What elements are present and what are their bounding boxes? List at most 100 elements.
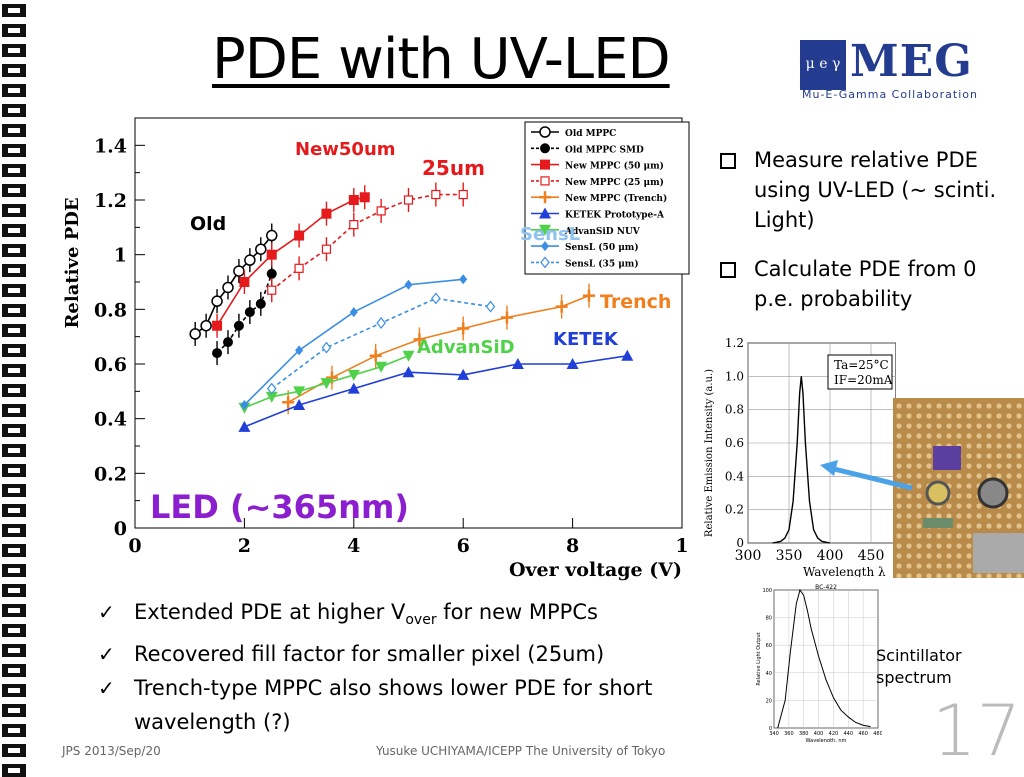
board-pad	[986, 423, 992, 429]
board-pad	[956, 423, 962, 429]
board-pad	[976, 513, 982, 519]
board-pad	[916, 493, 922, 499]
board-pad	[906, 463, 912, 469]
board-pad	[966, 443, 972, 449]
data-point	[266, 249, 277, 260]
board-pad	[966, 413, 972, 419]
data-point	[347, 382, 360, 394]
board-pad	[916, 473, 922, 479]
data-point	[189, 328, 201, 340]
annotation-ketek: KETEK	[553, 329, 619, 350]
board-pad	[1006, 483, 1012, 489]
board-pad	[1006, 413, 1012, 419]
legend-swatch-marker	[540, 159, 550, 170]
board-pad	[916, 513, 922, 519]
board-pad	[896, 523, 902, 529]
board-pad	[906, 493, 912, 499]
legend: Old MPPC Old MPPC SMD New MPPC (50 μm) New …	[524, 121, 690, 275]
board-pad	[916, 413, 922, 419]
film-hole	[2, 644, 26, 657]
board-pad	[1006, 403, 1012, 409]
film-hole	[2, 584, 26, 597]
data-point	[402, 350, 415, 362]
data-point	[320, 378, 333, 390]
data-point	[457, 322, 470, 335]
board-pad	[996, 573, 1002, 578]
board-pad	[976, 453, 982, 459]
data-point	[459, 274, 468, 285]
board-pad	[906, 513, 912, 519]
film-hole	[2, 364, 26, 377]
board-pad	[976, 463, 982, 469]
board-pad	[1016, 403, 1022, 409]
data-point	[266, 229, 278, 242]
board-pad	[906, 573, 912, 578]
legend-swatch-marker	[540, 176, 550, 186]
board-pad	[986, 443, 992, 449]
board-pad	[966, 513, 972, 519]
data-point	[211, 295, 223, 307]
board-pad	[946, 413, 952, 419]
film-hole	[2, 304, 26, 317]
spectrum-y-tick: 0.4	[725, 469, 744, 483]
board-pad	[976, 523, 982, 529]
check-item-2-text: Recovered fill factor for smaller pixel …	[134, 642, 605, 667]
board-pad	[916, 433, 922, 439]
conclusion-list: ✓ Extended PDE at higher Vover for new M…	[98, 595, 714, 739]
film-hole	[2, 484, 26, 497]
check-item-2: ✓ Recovered fill factor for smaller pixe…	[98, 637, 714, 671]
scint-x-tick: 460	[858, 731, 868, 737]
pde-chart: 0 0.2 0.4 0.6 0.8 1 1.2 1.4 0 2 4 6 8 1 Over voltage (…	[60, 110, 700, 590]
board-pad	[926, 413, 932, 419]
board-pad	[946, 423, 952, 429]
board-pad	[936, 553, 942, 559]
legend-swatch-marker	[540, 256, 550, 269]
logo-mark: μ e γ	[800, 40, 846, 90]
data-point	[369, 349, 382, 362]
board-pad	[976, 443, 982, 449]
board-pad	[996, 523, 1002, 529]
board-pad	[956, 503, 962, 509]
board-pad	[976, 573, 982, 578]
footer-author: Yusuke UCHIYAMA/ICEPP The University of …	[376, 744, 666, 758]
series-1	[212, 261, 277, 366]
board-pad	[916, 463, 922, 469]
x-tick-label: 8	[566, 535, 579, 557]
data-point	[212, 320, 223, 331]
board-pad	[976, 423, 982, 429]
board-pad	[966, 543, 972, 549]
film-hole	[2, 444, 26, 457]
board-pad	[926, 403, 932, 409]
board-pad	[996, 413, 1002, 419]
film-hole	[2, 104, 26, 117]
board-pad	[946, 533, 952, 539]
board-pad	[896, 493, 902, 499]
annotation-25um: 25um	[422, 156, 485, 180]
data-point	[267, 285, 277, 295]
scint-x-tick: 360	[784, 731, 794, 737]
data-point	[402, 366, 415, 378]
series-line	[244, 355, 628, 428]
board-pad	[1016, 513, 1022, 519]
scint-title: BC-422	[815, 584, 837, 591]
data-point	[413, 333, 426, 346]
board-pad	[1016, 413, 1022, 419]
y-tick-label: 0.6	[94, 354, 127, 376]
board-pad	[946, 553, 952, 559]
scint-y-tick: 100	[762, 588, 772, 594]
film-hole	[2, 504, 26, 517]
board-pad	[1006, 523, 1012, 529]
data-point	[239, 277, 250, 287]
scint-x-tick: 340	[769, 731, 779, 737]
spectrum-y-tick: 1.0	[725, 369, 744, 383]
board-pad	[936, 433, 942, 439]
page-number: 17	[932, 690, 1022, 772]
series-2	[212, 185, 370, 338]
board-pad	[936, 413, 942, 419]
board-pad	[936, 473, 942, 479]
annotation-new50: New50um	[295, 139, 396, 160]
board-pad	[996, 433, 1002, 439]
board-pad	[996, 463, 1002, 469]
scint-frame	[773, 589, 879, 729]
connector-knob	[977, 477, 1009, 509]
